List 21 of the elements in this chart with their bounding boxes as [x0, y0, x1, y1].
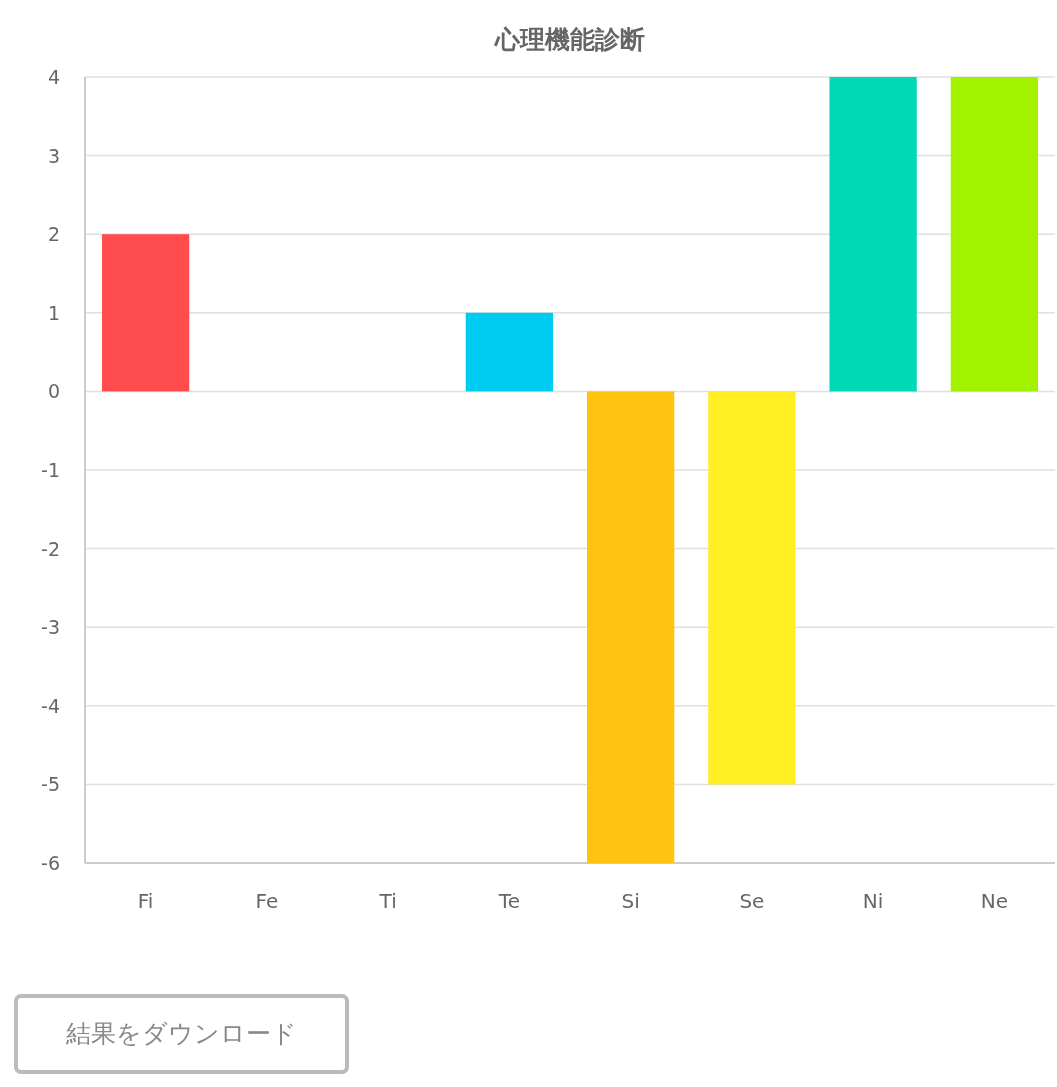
y-tick-label: 2 [47, 223, 60, 246]
x-tick-label: Ti [378, 889, 397, 913]
y-tick-label: -5 [41, 773, 60, 796]
x-tick-label: Se [739, 889, 765, 913]
y-tick-label: 0 [47, 380, 60, 403]
x-tick-label: Te [497, 889, 520, 913]
button: 結果をダウンロード [14, 994, 349, 1074]
x-tick-label: Fe [255, 889, 279, 913]
chart-title: 心理機能診断 [494, 25, 645, 54]
y-tick-label: -1 [41, 459, 60, 481]
x-tick-label: Ne [980, 889, 1009, 913]
y-tick-label: -4 [41, 694, 60, 717]
y-tick-label: 3 [47, 144, 60, 167]
y-tick-label: 4 [47, 66, 60, 88]
y-tick-label: 1 [47, 301, 60, 324]
y-tick-label: -3 [41, 616, 60, 639]
x-tick-label: Fi [137, 889, 154, 913]
x-tick-label: Ni [862, 889, 884, 913]
y-tick-label: -6 [41, 852, 60, 874]
y-tick-label: -2 [41, 537, 60, 560]
x-tick-label: Si [621, 889, 640, 913]
